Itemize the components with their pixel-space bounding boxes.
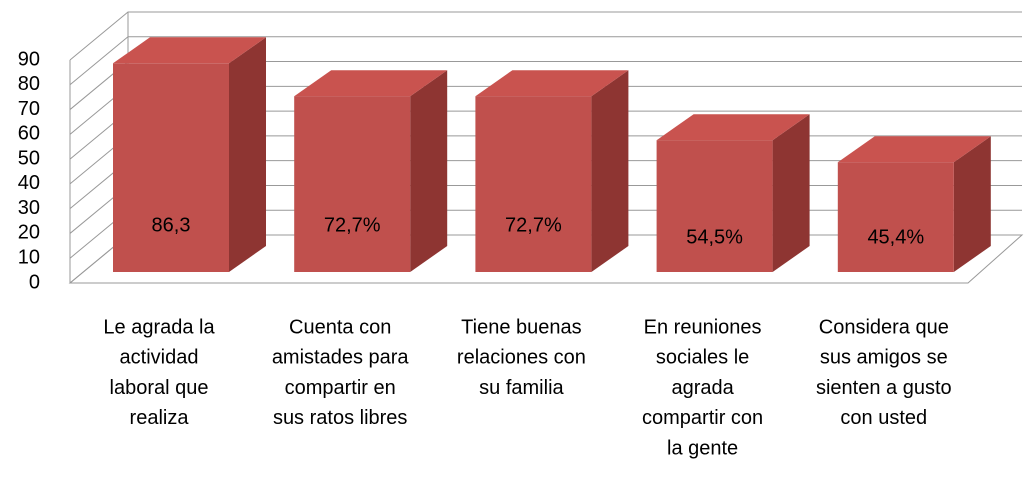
bar-side <box>953 136 991 272</box>
x-tick-label: amistades para <box>272 347 410 369</box>
bar-top <box>656 114 810 141</box>
x-tick-label: Cuenta con <box>289 316 391 338</box>
bar <box>475 96 592 272</box>
y-tick-label: 10 <box>18 247 40 269</box>
x-tick-label: la gente <box>667 437 738 459</box>
value-label: 72,7% <box>505 214 562 236</box>
x-tick-label: su familia <box>479 377 564 399</box>
y-tick-label: 0 <box>29 271 40 293</box>
x-tick-label: En reuniones <box>644 316 762 338</box>
x-tick-label: Tiene buenas <box>461 316 581 338</box>
y-tick-label: 50 <box>18 147 40 169</box>
bar <box>837 162 954 272</box>
x-tick-label: actividad <box>120 347 199 369</box>
bar <box>656 140 773 272</box>
y-tick-label: 40 <box>18 172 40 194</box>
x-tick-label: relaciones con <box>457 347 586 369</box>
y-tick-label: 20 <box>18 222 40 244</box>
grid-line <box>69 11 1022 61</box>
x-tick-label: compartir en <box>285 377 396 399</box>
value-label: 54,5% <box>686 226 743 248</box>
bar-side <box>229 37 266 273</box>
y-tick-label: 80 <box>18 73 40 95</box>
x-tick-label: sociales le <box>656 347 749 369</box>
x-tick-label: sus ratos libres <box>273 407 408 429</box>
y-tick-label: 90 <box>18 48 40 70</box>
bar-side <box>591 70 629 272</box>
x-tick-label: sienten a gusto <box>816 377 952 399</box>
x-tick-label: agrada <box>671 377 734 399</box>
y-tick-label: 30 <box>18 197 40 219</box>
x-tick-label: realiza <box>130 407 190 429</box>
bar-top <box>475 70 629 97</box>
bar-side <box>410 70 448 272</box>
value-label: 45,4% <box>867 226 924 248</box>
x-tick-label: con usted <box>840 407 927 429</box>
y-tick-label: 60 <box>18 123 40 145</box>
value-label: 72,7% <box>324 214 381 236</box>
x-tick-label: Le agrada la <box>103 316 215 338</box>
grid-line <box>69 36 1022 86</box>
value-label: 86,3 <box>152 214 191 236</box>
bar <box>113 63 229 273</box>
x-tick-label: sus amigos se <box>820 347 948 369</box>
x-tick-label: compartir con <box>642 407 763 429</box>
y-tick-label: 70 <box>18 98 40 120</box>
bar-top <box>113 37 266 64</box>
bar <box>294 96 411 272</box>
bar-top <box>294 70 448 97</box>
bar-side <box>772 114 810 272</box>
x-tick-label: laboral que <box>110 377 209 399</box>
bar-top <box>837 136 991 163</box>
x-tick-label: Considera que <box>819 316 949 338</box>
